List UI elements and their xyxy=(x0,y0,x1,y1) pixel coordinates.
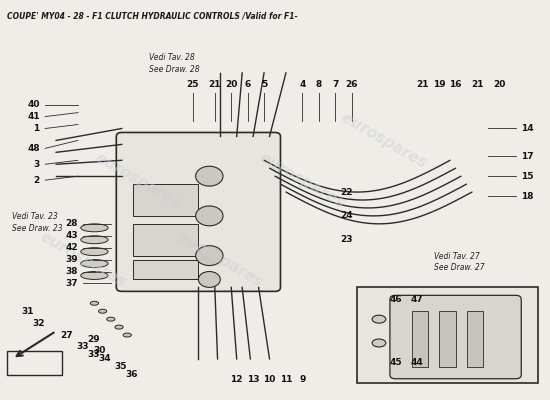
Text: COUPE' MY04 - 28 - F1 CLUTCH HYDRAULIC CONTROLS /Valid for F1-: COUPE' MY04 - 28 - F1 CLUTCH HYDRAULIC C… xyxy=(7,11,298,20)
Text: 33: 33 xyxy=(76,342,89,352)
Bar xyxy=(439,311,455,367)
Text: eurospares: eurospares xyxy=(257,150,348,211)
Text: 14: 14 xyxy=(521,124,534,133)
Text: 18: 18 xyxy=(521,192,534,200)
FancyBboxPatch shape xyxy=(116,132,280,291)
Text: 29: 29 xyxy=(87,334,100,344)
Text: 6: 6 xyxy=(245,80,251,89)
Text: 27: 27 xyxy=(60,330,73,340)
Text: 22: 22 xyxy=(340,188,353,196)
Bar xyxy=(133,260,199,280)
Circle shape xyxy=(196,206,223,226)
Text: 38: 38 xyxy=(65,267,78,276)
Bar xyxy=(133,184,199,216)
Ellipse shape xyxy=(81,236,108,244)
Text: 2: 2 xyxy=(34,176,40,185)
Text: 45: 45 xyxy=(389,358,402,367)
Text: 1: 1 xyxy=(34,124,40,133)
Text: eurospares: eurospares xyxy=(339,110,430,171)
Ellipse shape xyxy=(81,260,108,268)
Ellipse shape xyxy=(81,272,108,280)
Ellipse shape xyxy=(107,317,115,321)
Ellipse shape xyxy=(115,325,123,329)
Circle shape xyxy=(196,166,223,186)
Ellipse shape xyxy=(372,315,386,323)
Text: 40: 40 xyxy=(27,100,40,109)
Text: 16: 16 xyxy=(449,80,462,89)
Text: 19: 19 xyxy=(433,80,446,89)
Text: 8: 8 xyxy=(316,80,322,89)
Text: 47: 47 xyxy=(411,295,424,304)
Ellipse shape xyxy=(372,339,386,347)
Text: 43: 43 xyxy=(65,231,78,240)
Bar xyxy=(412,311,428,367)
Text: 12: 12 xyxy=(230,375,243,384)
Text: 30: 30 xyxy=(93,346,106,356)
Text: 35: 35 xyxy=(115,362,127,371)
Text: eurospares: eurospares xyxy=(92,150,184,211)
Text: 33: 33 xyxy=(87,350,100,360)
Ellipse shape xyxy=(90,301,98,305)
Text: 26: 26 xyxy=(345,80,358,89)
Text: 44: 44 xyxy=(411,358,424,367)
Text: 20: 20 xyxy=(225,80,238,89)
Circle shape xyxy=(199,272,221,287)
Text: 32: 32 xyxy=(32,319,45,328)
Text: eurospares: eurospares xyxy=(175,229,266,290)
Text: 39: 39 xyxy=(65,255,78,264)
FancyBboxPatch shape xyxy=(357,287,538,383)
Text: 17: 17 xyxy=(521,152,534,161)
Text: 21: 21 xyxy=(208,80,221,89)
Ellipse shape xyxy=(81,224,108,232)
Text: 34: 34 xyxy=(98,354,111,363)
Text: 25: 25 xyxy=(186,80,199,89)
Text: 24: 24 xyxy=(340,211,353,220)
Text: 31: 31 xyxy=(21,307,34,316)
Text: 15: 15 xyxy=(521,172,534,181)
Text: 3: 3 xyxy=(34,160,40,169)
Text: 23: 23 xyxy=(340,235,353,244)
Text: Vedi Tav. 27
See Draw. 27: Vedi Tav. 27 See Draw. 27 xyxy=(434,252,485,272)
Text: 41: 41 xyxy=(27,112,40,121)
Text: 7: 7 xyxy=(332,80,338,89)
Text: 21: 21 xyxy=(416,80,429,89)
FancyBboxPatch shape xyxy=(390,295,521,379)
Text: 13: 13 xyxy=(247,375,260,384)
Bar xyxy=(466,311,483,367)
Text: 9: 9 xyxy=(299,375,306,384)
Text: 11: 11 xyxy=(280,375,292,384)
Text: 4: 4 xyxy=(299,80,306,89)
Text: 48: 48 xyxy=(27,144,40,153)
Text: eurospares: eurospares xyxy=(38,229,129,290)
Text: 20: 20 xyxy=(493,80,505,89)
Circle shape xyxy=(196,246,223,266)
Text: 42: 42 xyxy=(65,243,78,252)
Text: 5: 5 xyxy=(261,80,267,89)
Ellipse shape xyxy=(81,248,108,256)
Text: Vedi Tav. 23
See Draw. 23: Vedi Tav. 23 See Draw. 23 xyxy=(12,212,63,233)
Ellipse shape xyxy=(123,333,131,337)
Text: 36: 36 xyxy=(126,370,138,379)
Bar xyxy=(133,224,199,256)
Text: 46: 46 xyxy=(389,295,402,304)
Text: 10: 10 xyxy=(263,375,276,384)
Text: 21: 21 xyxy=(471,80,483,89)
Text: Vedi Tav. 28
See Draw. 28: Vedi Tav. 28 See Draw. 28 xyxy=(149,53,200,74)
Text: 28: 28 xyxy=(65,219,78,228)
Ellipse shape xyxy=(98,309,107,313)
Text: 37: 37 xyxy=(65,279,78,288)
